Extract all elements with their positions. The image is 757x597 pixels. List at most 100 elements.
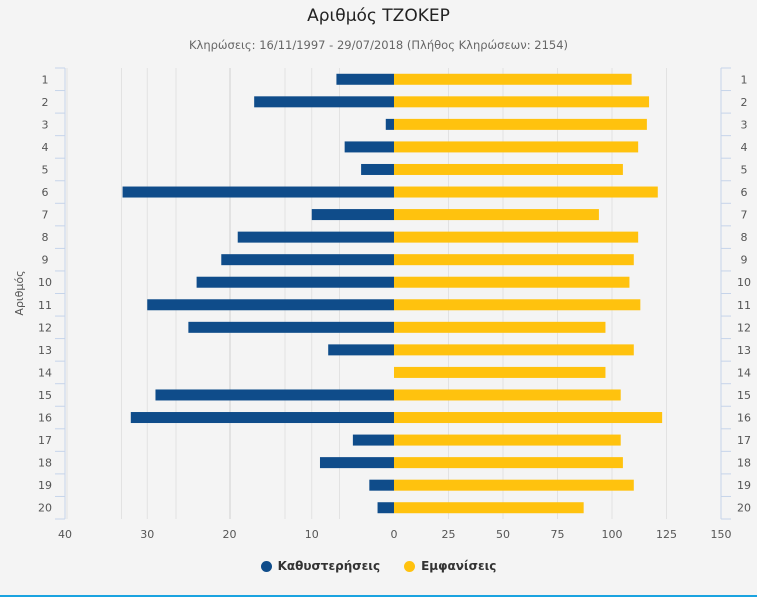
- bottom-border: [0, 595, 757, 597]
- y-tick-label-right: 17: [737, 434, 751, 447]
- x-tick-label-left: 0: [391, 528, 398, 541]
- bar-delays: [237, 231, 394, 243]
- x-tick-label-right: 75: [551, 528, 565, 541]
- y-tick-label-right: 6: [741, 186, 748, 199]
- bar-appearances: [394, 118, 647, 130]
- y-tick-label-right: 14: [737, 366, 751, 379]
- y-tick-label-right: 4: [741, 141, 748, 154]
- bar-appearances: [394, 479, 634, 491]
- bar-appearances: [394, 321, 606, 333]
- y-tick-label-right: 11: [737, 299, 751, 312]
- y-tick-label-right: 5: [741, 163, 748, 176]
- bar-appearances: [394, 96, 650, 108]
- y-tick-label-right: 15: [737, 389, 751, 402]
- bar-delays: [377, 502, 394, 514]
- y-tick-label-left: 3: [42, 118, 49, 131]
- y-tick-label-right: 8: [741, 231, 748, 244]
- x-tick-label-right: 50: [496, 528, 510, 541]
- bar-delays: [311, 209, 394, 221]
- y-tick-label-left: 14: [38, 366, 52, 379]
- y-tick-label-left: 19: [38, 479, 52, 492]
- y-tick-label-left: 10: [38, 276, 52, 289]
- chart-subtitle: Κληρώσεις: 16/11/1997 - 29/07/2018 (Πλήθ…: [188, 38, 569, 52]
- y-tick-label-right: 2: [741, 96, 748, 109]
- bar-delays: [319, 457, 394, 469]
- bar-appearances: [394, 412, 663, 424]
- y-tick-label-left: 17: [38, 434, 52, 447]
- bar-appearances: [394, 163, 623, 175]
- y-tick-label-right: 19: [737, 479, 751, 492]
- y-tick-label-left: 11: [38, 299, 52, 312]
- y-tick-label-right: 12: [737, 321, 751, 334]
- legend-marker-icon: [404, 560, 416, 572]
- y-tick-label-left: 12: [38, 321, 52, 334]
- bar-appearances: [394, 434, 621, 446]
- x-tick-label-right: 150: [711, 528, 732, 541]
- y-tick-label-left: 9: [42, 254, 49, 267]
- x-tick-label-left: 10: [305, 528, 319, 541]
- y-tick-label-left: 7: [42, 209, 49, 222]
- y-tick-label-right: 7: [741, 209, 748, 222]
- x-tick-label-left: 30: [140, 528, 154, 541]
- bar-appearances: [394, 254, 634, 266]
- x-tick-label-right: 100: [602, 528, 623, 541]
- bar-appearances: [394, 299, 641, 311]
- bar-appearances: [394, 141, 639, 153]
- y-tick-label-right: 13: [737, 344, 751, 357]
- bar-delays: [155, 389, 394, 401]
- bar-appearances: [394, 457, 623, 469]
- x-tick-label-right: 125: [656, 528, 677, 541]
- bar-appearances: [394, 73, 632, 85]
- y-tick-label-right: 9: [741, 254, 748, 267]
- y-tick-label-left: 4: [42, 141, 49, 154]
- bar-delays: [254, 96, 394, 108]
- bar-appearances: [394, 502, 584, 514]
- bar-delays: [196, 276, 394, 288]
- y-tick-label-right: 20: [737, 502, 751, 515]
- bar-delays: [361, 163, 394, 175]
- bar-appearances: [394, 209, 599, 221]
- x-tick-label-left: 40: [58, 528, 72, 541]
- y-tick-label-left: 2: [42, 96, 49, 109]
- bar-delays: [385, 118, 394, 130]
- y-tick-label-right: 10: [737, 276, 751, 289]
- bar-delays: [352, 434, 394, 446]
- x-tick-label-right: 25: [442, 528, 456, 541]
- y-tick-label-left: 13: [38, 344, 52, 357]
- bar-appearances: [394, 276, 630, 288]
- bar-delays: [369, 479, 394, 491]
- bar-delays: [336, 73, 394, 85]
- y-tick-label-left: 18: [38, 457, 52, 470]
- bar-delays: [344, 141, 394, 153]
- y-tick-label-right: 3: [741, 118, 748, 131]
- y-axis-title: Αριθμός: [13, 270, 26, 315]
- y-tick-label-left: 1: [42, 73, 49, 86]
- legend: Καθυστερήσεις Εμφανίσεις: [0, 559, 757, 573]
- legend-label: Καθυστερήσεις: [277, 559, 381, 573]
- y-tick-label-left: 8: [42, 231, 49, 244]
- bar-delays: [221, 254, 394, 266]
- y-tick-label-left: 16: [38, 412, 52, 425]
- legend-item-appearances[interactable]: Εμφανίσεις: [404, 559, 496, 573]
- y-tick-label-right: 1: [741, 73, 748, 86]
- bar-appearances: [394, 186, 658, 198]
- x-tick-label-left: 20: [223, 528, 237, 541]
- bar-delays: [147, 299, 394, 311]
- y-tick-label-left: 6: [42, 186, 49, 199]
- bar-appearances: [394, 366, 606, 378]
- bar-appearances: [394, 389, 621, 401]
- y-tick-label-left: 20: [38, 502, 52, 515]
- y-tick-label-left: 5: [42, 163, 49, 176]
- bar-delays: [130, 412, 395, 424]
- y-tick-label-right: 18: [737, 457, 751, 470]
- bar-delays: [122, 186, 394, 198]
- y-tick-label-right: 16: [737, 412, 751, 425]
- y-tick-label-left: 15: [38, 389, 52, 402]
- chart-title: Αριθμός ΤΖΟΚΕΡ: [307, 6, 450, 26]
- bar-appearances: [394, 344, 634, 356]
- legend-label: Εμφανίσεις: [421, 559, 497, 573]
- legend-item-delays[interactable]: Καθυστερήσεις: [260, 559, 381, 573]
- bar-delays: [328, 344, 394, 356]
- bar-appearances: [394, 231, 639, 243]
